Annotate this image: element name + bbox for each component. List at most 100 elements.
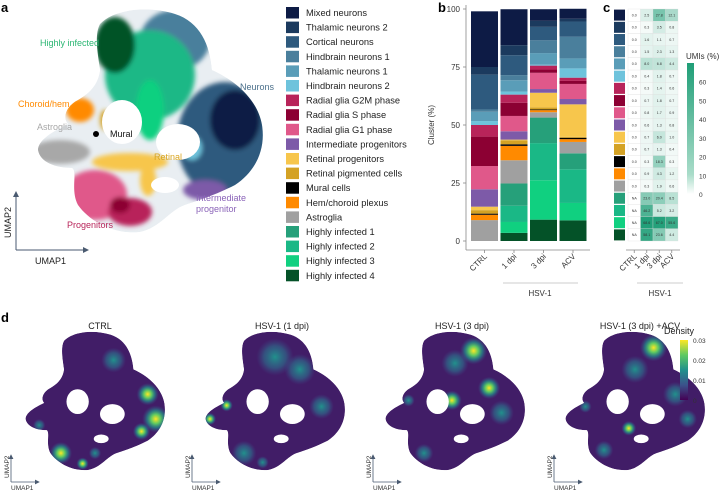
legend-swatch bbox=[286, 269, 299, 282]
density-hotspot bbox=[256, 338, 294, 376]
heatmap-cell-value: 0.0 bbox=[632, 160, 637, 164]
legend-label: Hem/choroid plexus bbox=[306, 198, 389, 208]
heatmap-cell-value: 0.9 bbox=[644, 172, 649, 176]
heatmap-cell-value: 1.2 bbox=[669, 172, 674, 176]
x-tick-label: 3 dpi bbox=[529, 252, 548, 271]
bar-segment bbox=[530, 112, 557, 118]
heatmap-cell-value: 0.8 bbox=[669, 26, 674, 30]
heatmap-cell-value: NA bbox=[632, 209, 638, 213]
legend-label: Mural cells bbox=[306, 183, 351, 193]
bar-segment bbox=[471, 109, 498, 112]
umap-annotation: Astroglia bbox=[37, 122, 72, 132]
row-swatch bbox=[614, 229, 625, 241]
legend-label: Hindbrain neurons 1 bbox=[306, 52, 390, 62]
legend-label: Radial glia S phase bbox=[306, 110, 386, 120]
bar-segment bbox=[559, 18, 587, 22]
umap-annotation: progenitor bbox=[196, 204, 237, 214]
legend-swatch bbox=[286, 7, 299, 19]
umap-annotation: Choroid/hem bbox=[18, 99, 70, 109]
bar-segment bbox=[530, 92, 557, 108]
colorbar-tick-label: 40 bbox=[699, 117, 707, 124]
bar-segment bbox=[530, 9, 557, 21]
bar-segment bbox=[500, 91, 528, 95]
row-swatch bbox=[614, 34, 625, 46]
group-label: HSV-1 bbox=[648, 289, 672, 298]
umap1-label: UMAP1 bbox=[11, 485, 34, 492]
density-hotspot bbox=[678, 409, 697, 429]
heatmap-cell-value: 0.7 bbox=[669, 74, 674, 78]
umap1-label: UMAP1 bbox=[192, 485, 215, 492]
bar-segment bbox=[559, 137, 587, 140]
density-hotspot bbox=[76, 457, 89, 470]
bar-segment bbox=[530, 117, 557, 144]
umap-annotation: Retinal bbox=[154, 152, 182, 162]
row-swatch bbox=[614, 168, 625, 180]
bar-segment bbox=[471, 189, 498, 207]
heatmap-cell-value: 12.1 bbox=[668, 13, 675, 17]
bar-segment bbox=[471, 136, 498, 167]
bar-segment bbox=[530, 64, 557, 66]
legend-swatch bbox=[286, 226, 299, 238]
density-hotspot bbox=[284, 353, 316, 385]
bar-segment bbox=[559, 21, 587, 37]
umi-heatmap: 0.0 2.5 27.8 12.1 0.0 0.3 3.5 0.8 0.0 1.6 1.1 0.7 0.… bbox=[614, 8, 720, 298]
legend-label: Radial glia G2M phase bbox=[306, 96, 400, 106]
empty-region bbox=[453, 434, 469, 444]
x-tick-label: ACV bbox=[658, 252, 676, 270]
bar-segment bbox=[530, 89, 557, 93]
heatmap-cell-value: 0.0 bbox=[632, 87, 637, 91]
heatmap-cell-value: 0.8 bbox=[644, 111, 649, 115]
row-swatch bbox=[614, 119, 625, 131]
y-axis-label: Cluster (%) bbox=[427, 105, 436, 145]
density-hotspot bbox=[621, 420, 637, 436]
y-tick-label: 50 bbox=[451, 121, 460, 130]
heatmap-cell-value: 1.3 bbox=[669, 50, 674, 54]
heatmap-cell-value: 1.3 bbox=[657, 148, 662, 152]
umap2-label: UMAP2 bbox=[185, 455, 192, 478]
density-hotspot bbox=[579, 400, 592, 413]
bar-segment bbox=[471, 74, 498, 110]
density-hotspot bbox=[101, 347, 126, 373]
row-swatch bbox=[614, 156, 625, 168]
legend-label: Highly infected 2 bbox=[306, 242, 375, 252]
heatmap-cell-value: 0.3 bbox=[644, 160, 649, 164]
umap1-label: UMAP1 bbox=[35, 256, 66, 266]
bar-segment bbox=[500, 94, 528, 103]
panel-label-a: a bbox=[1, 0, 9, 15]
colorbar-tick-label: 0 bbox=[699, 192, 703, 199]
bar-segment bbox=[500, 102, 528, 116]
heatmap-cell-value: 0.4 bbox=[669, 148, 674, 152]
row-swatch bbox=[614, 46, 625, 58]
bar-segment bbox=[559, 141, 587, 154]
bar-segment bbox=[471, 213, 498, 215]
heatmap-cell-value: 0.0 bbox=[632, 184, 637, 188]
density-hotspot bbox=[477, 376, 501, 400]
empty-region bbox=[246, 389, 269, 415]
bar-segment bbox=[471, 125, 498, 137]
x-tick-label: ACV bbox=[559, 252, 577, 270]
heatmap-cell-value: 23.6 bbox=[656, 233, 663, 237]
density-panel-title: CTRL bbox=[88, 321, 112, 331]
empty-region bbox=[426, 389, 449, 415]
bar-segment bbox=[530, 72, 557, 90]
legend-label: Highly infected 3 bbox=[306, 256, 375, 266]
bar-segment bbox=[559, 36, 587, 59]
density-hotspot bbox=[33, 419, 46, 432]
row-swatch bbox=[614, 21, 625, 33]
legend-label: Highly infected 4 bbox=[306, 271, 375, 281]
bar-segment bbox=[530, 40, 557, 54]
umap-cluster-plot: Highly infected Neurons Choroid/hem Astrogl… bbox=[3, 9, 275, 266]
bar-segment bbox=[500, 45, 528, 56]
heatmap-cell-value: 1.7 bbox=[657, 111, 662, 115]
heatmap-cell-value: 0.0 bbox=[632, 62, 637, 66]
bar-segment bbox=[559, 77, 587, 81]
legend-label: Thalamic neurons 2 bbox=[306, 23, 388, 33]
density-hotspot bbox=[414, 443, 434, 463]
density-hotspot bbox=[256, 456, 269, 469]
legend-swatch bbox=[286, 211, 299, 223]
heatmap-cell-value: 46.2 bbox=[643, 209, 650, 213]
heatmap-cell-value: 4.3 bbox=[657, 172, 662, 176]
bar-segment bbox=[500, 115, 528, 132]
